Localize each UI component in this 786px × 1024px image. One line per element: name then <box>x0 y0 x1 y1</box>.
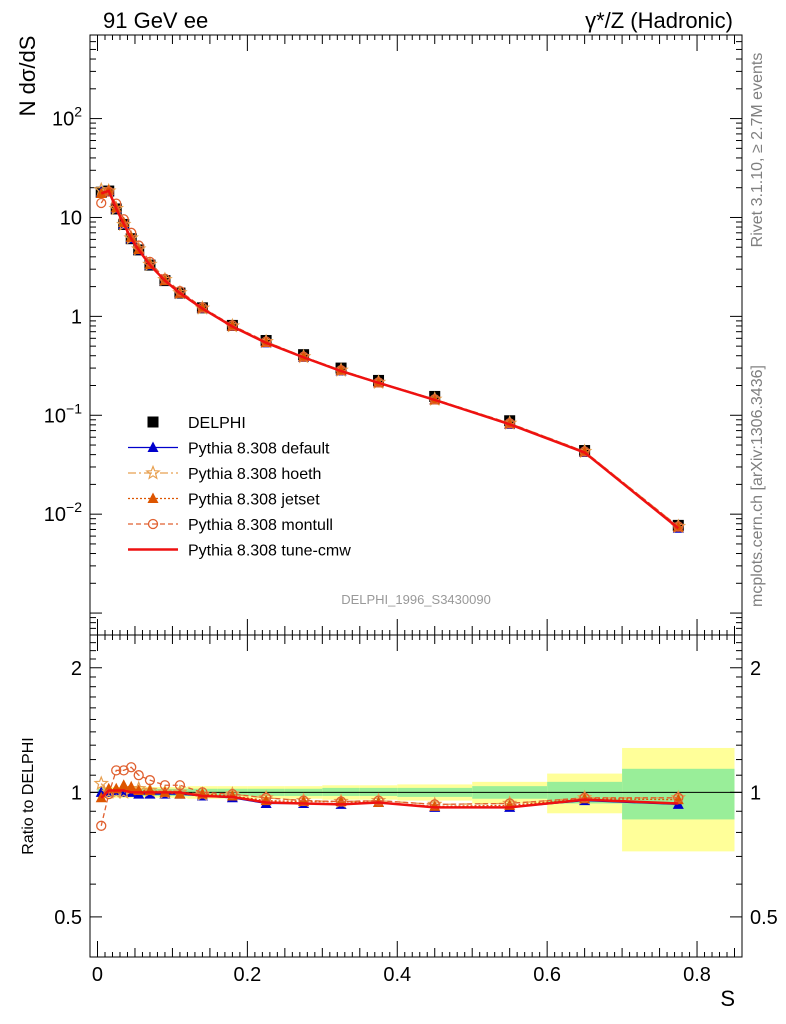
main-y-tick-label: 102 <box>52 104 82 131</box>
legend-marker <box>147 441 159 452</box>
main-y-tick-label: 10−1 <box>44 400 82 427</box>
ratio-x-tick-label: 0 <box>92 964 103 986</box>
ratio-frame <box>89 634 743 958</box>
ratio-data-point <box>93 775 109 791</box>
legend-entry: Pythia 8.308 tune-cmw <box>128 543 351 560</box>
ratio-x-axis-label: S <box>720 986 735 1011</box>
legend-label: DELPHI <box>188 415 246 432</box>
ratio-data-point <box>144 775 156 786</box>
ratio-y-tick-label-right: 0.5 <box>750 907 778 929</box>
legend-marker <box>145 464 161 480</box>
main-data-point <box>174 285 186 297</box>
main-y-axis-label: N dσ/dS <box>15 36 40 117</box>
legend-marker <box>147 416 159 428</box>
ratio-data-point <box>579 792 590 803</box>
main-series-2 <box>93 181 687 534</box>
ratio-x-tick-label: 0.2 <box>233 964 261 986</box>
legend-entry: Pythia 8.308 default <box>128 441 330 458</box>
ratio-x-tick-label: 0.8 <box>683 964 711 986</box>
ratio-data-point <box>118 779 130 790</box>
ratio-panel: 0.5 0.51 12 20 0.2 0.4 0.6 0.8 Ratio to DELPHI … <box>20 634 778 1011</box>
legend-entry: Pythia 8.308 jetset <box>128 492 320 509</box>
main-data-point <box>96 197 107 209</box>
ratio-data-point <box>227 788 238 800</box>
main-data-point <box>159 273 171 284</box>
ratio-data-point <box>125 781 137 792</box>
main-data-point <box>197 302 208 313</box>
ratio-y-axis-label: Ratio to DELPHI <box>20 737 37 854</box>
main-y-tick-label: 1 <box>71 306 82 328</box>
ratio-y-tick-label-left: 1 <box>71 782 82 804</box>
header-right-title: γ*/Z (Hadronic) <box>585 8 733 33</box>
ratio-y-tick-label-left: 0.5 <box>54 907 82 929</box>
ratio-y-tick-label-right: 2 <box>750 658 761 680</box>
analysis-watermark: DELPHI_1996_S3430090 <box>341 592 491 607</box>
ratio-data-point <box>133 770 144 781</box>
main-y-tick-label: 10 <box>60 207 82 229</box>
main-series-0 <box>95 185 684 531</box>
legend-label: Pythia 8.308 tune-cmw <box>188 543 351 560</box>
legend-label: Pythia 8.308 montull <box>188 517 333 534</box>
ratio-series-4 <box>100 789 679 809</box>
ratio-x-tick-label: 0.6 <box>533 964 561 986</box>
main-series-4 <box>96 186 684 532</box>
ratio-x-tick-label: 0.4 <box>383 964 411 986</box>
ratio-data-point <box>126 762 137 773</box>
legend-label: Pythia 8.308 default <box>188 441 330 458</box>
ratio-data-point <box>335 796 347 807</box>
ratio-data-point <box>96 820 107 831</box>
main-panel: 10−2 10−1 1 10 102 DELPHI Pythia 8.308 defaul… <box>15 34 743 636</box>
ratio-data-point <box>111 765 122 776</box>
ratio-y-tick-label-left: 2 <box>71 658 82 680</box>
mcplots-credit-label: mcplots.cern.ch [arXiv:1306.3436] <box>749 365 766 607</box>
ratio-data-point <box>159 780 171 791</box>
ratio-data-point <box>373 795 384 806</box>
main-data-point <box>672 521 684 532</box>
legend-label: Pythia 8.308 jetset <box>188 492 320 509</box>
legend-marker <box>147 518 159 530</box>
main-series-5 <box>100 189 680 530</box>
legend-label: Pythia 8.308 hoeth <box>188 466 321 483</box>
legend-marker <box>147 492 159 503</box>
ratio-data-point <box>174 780 186 791</box>
main-data-point <box>673 521 684 532</box>
ratio-series-line <box>100 766 679 826</box>
ratio-data-point <box>298 795 309 806</box>
ratio-y-tick-label-right: 1 <box>750 782 761 804</box>
main-y-tick-label: 10−2 <box>44 499 82 526</box>
main-data-point <box>115 216 132 232</box>
main-series-1 <box>95 185 684 533</box>
main-series-3 <box>95 184 684 532</box>
header-left-title: 91 GeV ee <box>103 8 208 33</box>
legend-entry: Pythia 8.308 hoeth <box>128 464 321 483</box>
ratio-data-point <box>429 799 440 810</box>
legend-entry: Pythia 8.308 montull <box>128 517 333 534</box>
legend-entry: DELPHI <box>147 415 246 432</box>
ratio-series-line <box>100 789 679 809</box>
main-series-line <box>100 189 680 530</box>
main-data-point <box>227 320 238 331</box>
rivet-version-label: Rivet 3.1.10, ≥ 2.7M events <box>749 53 766 248</box>
